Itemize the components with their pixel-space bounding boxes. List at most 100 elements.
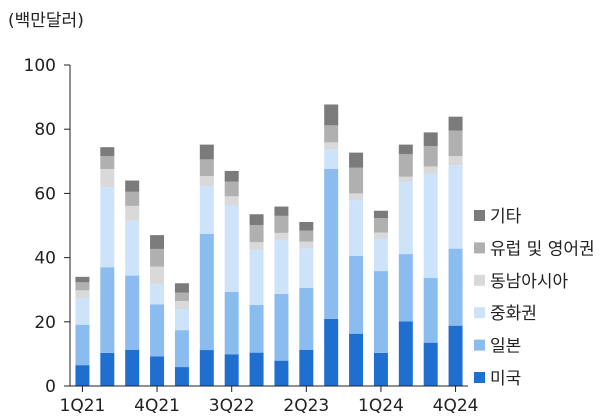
bar-segment bbox=[199, 233, 214, 351]
bar-segment bbox=[324, 142, 339, 150]
bar-segment bbox=[150, 235, 165, 249]
bar-segment bbox=[224, 196, 239, 205]
x-tick-label: 1Q24 bbox=[358, 396, 404, 416]
bars bbox=[75, 104, 463, 386]
bar-segment bbox=[75, 276, 90, 283]
bar-segment bbox=[100, 169, 115, 187]
bar-segment bbox=[75, 290, 90, 299]
bar-segment bbox=[423, 277, 438, 343]
bar-segment bbox=[299, 248, 314, 288]
y-tick-label: 80 bbox=[34, 120, 56, 140]
bar-segment bbox=[249, 352, 264, 386]
bar-segment bbox=[423, 146, 438, 167]
bar-segment bbox=[75, 365, 90, 386]
bar-segment bbox=[224, 170, 239, 182]
bar-segment bbox=[349, 167, 364, 194]
bar-segment bbox=[324, 318, 339, 386]
legend-swatch bbox=[474, 339, 485, 351]
bar-segment bbox=[299, 221, 314, 231]
x-tick-label: 1Q21 bbox=[60, 396, 106, 416]
bar-segment bbox=[448, 325, 463, 386]
bar-segment bbox=[398, 321, 413, 386]
bar-segment bbox=[150, 304, 165, 357]
bar-segment bbox=[150, 283, 165, 305]
x-tick-label: 2Q23 bbox=[283, 396, 329, 416]
bar-segment bbox=[174, 292, 189, 301]
bar-segment bbox=[174, 330, 189, 368]
bar-segment bbox=[274, 232, 289, 240]
x-tick-label: 4Q21 bbox=[134, 396, 180, 416]
bar-segment bbox=[75, 282, 90, 291]
legend-label: 일본 bbox=[490, 337, 521, 357]
bar-segment bbox=[299, 287, 314, 350]
bar-segment bbox=[199, 176, 214, 187]
legend-swatch bbox=[474, 242, 485, 254]
bar-segment bbox=[75, 298, 90, 325]
bar-segment bbox=[150, 266, 165, 284]
y-tick-label: 40 bbox=[34, 249, 56, 269]
bar-segment bbox=[349, 152, 364, 168]
bar-segment bbox=[373, 210, 388, 219]
bar-segment bbox=[448, 116, 463, 131]
bar-segment bbox=[349, 193, 364, 201]
bar-segment bbox=[324, 149, 339, 170]
bar-segment bbox=[398, 154, 413, 177]
bar-segment bbox=[100, 267, 115, 353]
bar-segment bbox=[150, 356, 165, 386]
legend-swatch bbox=[474, 210, 485, 221]
bar-segment bbox=[174, 283, 189, 293]
legend-swatch bbox=[474, 372, 485, 383]
bar-segment bbox=[249, 214, 264, 226]
bar-segment bbox=[174, 308, 189, 331]
bar-segment bbox=[100, 147, 115, 157]
bar-segment bbox=[125, 220, 140, 276]
bar-segment bbox=[274, 239, 289, 294]
y-tick-label: 0 bbox=[45, 377, 56, 397]
bar-segment bbox=[299, 230, 314, 242]
bar-segment bbox=[274, 293, 289, 361]
bar-segment bbox=[199, 350, 214, 386]
bar-segment bbox=[398, 181, 413, 255]
bar-segment bbox=[448, 130, 463, 157]
bar-segment bbox=[373, 271, 388, 353]
bar-segment bbox=[274, 215, 289, 233]
legend-label: 미국 bbox=[490, 369, 521, 389]
bar-segment bbox=[249, 249, 264, 305]
bar-segment bbox=[423, 166, 438, 174]
bar-segment bbox=[125, 349, 140, 386]
bar-segment bbox=[274, 360, 289, 386]
bar-segment bbox=[224, 291, 239, 355]
bar-segment bbox=[423, 173, 438, 278]
bar-segment bbox=[448, 248, 463, 326]
bar-segment bbox=[174, 300, 189, 309]
bar-segment bbox=[125, 180, 140, 192]
bar-segment bbox=[249, 242, 264, 250]
bar-segment bbox=[199, 144, 214, 160]
bar-segment bbox=[448, 165, 463, 249]
legend-label: 유럽 및 영어권 bbox=[490, 239, 595, 259]
bar-segment bbox=[100, 186, 115, 268]
bar-segment bbox=[373, 218, 388, 233]
bar-segment bbox=[324, 125, 339, 143]
bar-segment bbox=[224, 181, 239, 197]
bar-segment bbox=[349, 333, 364, 386]
bar-segment bbox=[299, 349, 314, 386]
y-tick-label: 100 bbox=[24, 56, 56, 76]
legend-swatch bbox=[474, 274, 485, 286]
bar-segment bbox=[274, 206, 289, 216]
legend-label: 중화권 bbox=[490, 304, 537, 324]
bar-segment bbox=[373, 352, 388, 386]
bar-segment bbox=[174, 367, 189, 386]
y-axis: 0 20 40 60 80 100 bbox=[24, 56, 71, 397]
legend-swatch bbox=[474, 307, 485, 319]
bar-segment bbox=[398, 176, 413, 182]
bar-segment bbox=[398, 144, 413, 155]
bar-segment bbox=[349, 255, 364, 334]
bar-segment bbox=[75, 324, 90, 366]
unit-label: (백만달러) bbox=[8, 11, 84, 31]
bar-segment bbox=[199, 159, 214, 177]
bar-segment bbox=[373, 238, 388, 272]
bar-segment bbox=[249, 225, 264, 243]
